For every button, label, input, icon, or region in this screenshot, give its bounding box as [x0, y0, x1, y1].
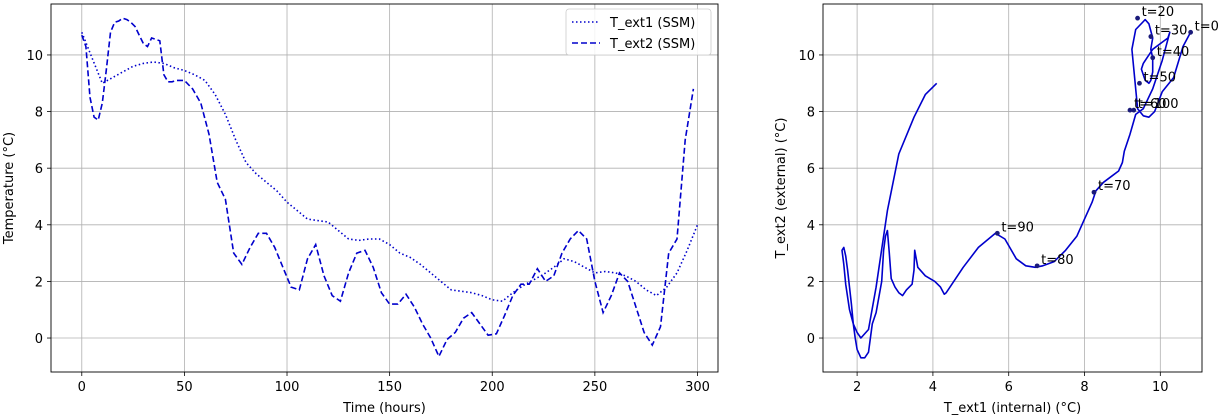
x-tick-label: 300: [685, 380, 710, 395]
annotation-marker: [1034, 263, 1040, 269]
x-tick-label: 8: [1080, 380, 1088, 395]
annotation-label: t=100: [1138, 97, 1179, 112]
annotation-marker: [1131, 107, 1137, 113]
annotation-label: t=40: [1157, 45, 1190, 60]
annotation-label: t=0: [1195, 19, 1219, 34]
annotation-label: t=60: [1134, 97, 1167, 112]
y-tick-label: 4: [807, 219, 815, 234]
time-series-chart: 0 50 100 150 200 250 300 0 2 4 6 8 10 Time (hours) Tem…: [2, 3, 719, 416]
annotation-marker: [1135, 15, 1140, 21]
y-tick-label: 2: [807, 275, 815, 290]
y-tick-label: 0: [35, 332, 43, 347]
x-tick-label: 4: [929, 380, 937, 395]
y-tick-label: 8: [807, 106, 815, 121]
annotation-label: t=80: [1041, 253, 1074, 268]
x-tick-label: 100: [275, 380, 300, 395]
legend: T_ext1 (SSM) T_ext2 (SSM): [565, 8, 712, 56]
legend-label: T_ext2 (SSM): [609, 37, 695, 52]
annotation-label: t=30: [1155, 24, 1188, 39]
x-tick-label: 2: [853, 380, 861, 395]
x-tick-label: 150: [377, 380, 402, 395]
axes-frame: [822, 3, 1203, 373]
annotation-marker: [1137, 80, 1142, 86]
y-tick-label: 2: [35, 275, 43, 290]
x-tick-label: 10: [1152, 380, 1169, 395]
x-axis-label: T_ext1 (internal) (°C): [943, 401, 1081, 416]
annotation-label: t=70: [1098, 179, 1131, 194]
phase-plot-chart: 2 4 6 8 10 0 2 4 6 8 10 T_ext1 (internal) (°C) T_ext…: [774, 3, 1219, 416]
series-line-t-ext2: [81, 17, 695, 359]
y-axis-label: T_ext2 (external) (°C): [774, 118, 789, 260]
annotation-marker: [994, 230, 1000, 236]
series-line-t-ext1: [81, 32, 699, 303]
annotation-marker: [1091, 189, 1097, 195]
annotation-marker: [1127, 107, 1133, 113]
legend-box: [565, 8, 712, 56]
y-tick-label: 10: [798, 49, 815, 64]
y-tick-label: 6: [35, 162, 43, 177]
annotation-marker: [1188, 29, 1194, 35]
y-tick-label: 8: [35, 106, 43, 121]
axes-frame: [50, 3, 719, 373]
x-tick-label: 250: [582, 380, 607, 395]
phase-trajectory-line: [841, 18, 1192, 359]
x-tick-label: 6: [1005, 380, 1013, 395]
annotation-marker: [1150, 55, 1156, 61]
y-tick-label: 10: [26, 49, 43, 64]
x-tick-label: 200: [480, 380, 505, 395]
legend-label: T_ext1 (SSM): [609, 16, 695, 31]
annotation-label: t=50: [1143, 70, 1176, 85]
y-tick-label: 4: [35, 219, 43, 234]
y-tick-label: 0: [807, 332, 815, 347]
annotation-label: t=20: [1142, 5, 1175, 20]
x-axis-label: Time (hours): [342, 401, 426, 416]
x-tick-label: 0: [78, 380, 86, 395]
y-tick-label: 6: [807, 162, 815, 177]
annotation-marker: [1148, 34, 1154, 39]
y-axis-label: Temperature (°C): [2, 132, 17, 245]
x-tick-label: 50: [176, 380, 193, 395]
annotation-label: t=90: [1001, 220, 1034, 235]
